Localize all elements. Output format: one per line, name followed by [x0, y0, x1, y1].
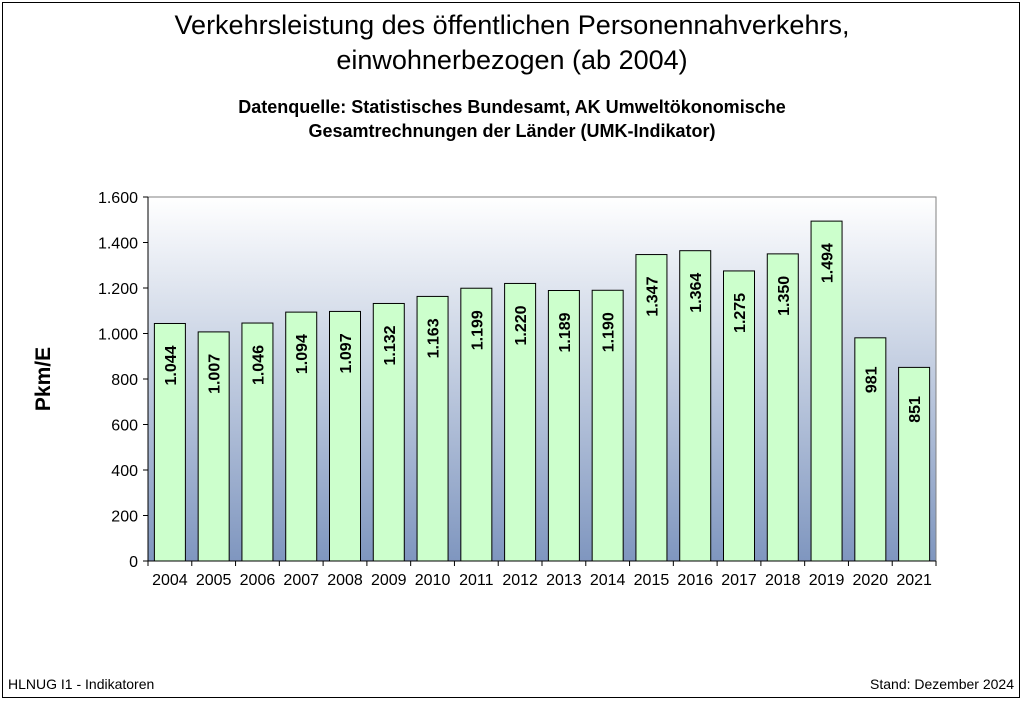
bar-2014 — [591, 289, 624, 562]
footer-date: Stand: Dezember 2024 — [870, 676, 1014, 692]
footer-source: HLNUG I1 - Indikatoren — [8, 676, 155, 692]
subtitle-line-2: Gesamtrechnungen der Länder (UMK-Indikat… — [308, 121, 716, 141]
data-label-2007: 1.094 — [294, 334, 311, 374]
chart-title: Verkehrsleistung des öffentlichen Person… — [0, 8, 1024, 78]
y-tick-label: 1.200 — [98, 281, 138, 298]
bar-2018 — [766, 253, 799, 562]
x-tick-label-2006: 2006 — [240, 572, 276, 589]
x-tick-label-2005: 2005 — [196, 572, 232, 589]
y-tick-label: 200 — [111, 509, 138, 526]
x-tick-label-2004: 2004 — [152, 572, 188, 589]
x-tick-label-2009: 2009 — [371, 572, 407, 589]
data-label-2009: 1.132 — [382, 325, 399, 365]
x-tick-label-2011: 2011 — [459, 572, 494, 589]
y-tick-label: 1.000 — [98, 327, 138, 344]
x-tick-label-2019: 2019 — [809, 572, 845, 589]
data-label-2004: 1.044 — [163, 345, 180, 385]
y-tick-label: 600 — [111, 418, 138, 435]
bar-2004 — [153, 322, 186, 562]
bar-2012 — [504, 282, 537, 562]
y-tick-label: 1.400 — [98, 236, 138, 253]
data-label-2005: 1.007 — [207, 354, 224, 394]
data-label-2014: 1.190 — [601, 312, 618, 352]
x-tick-label-2021: 2021 — [896, 572, 932, 589]
bar-2006 — [241, 322, 274, 562]
y-tick-label: 400 — [111, 463, 138, 480]
x-tick-label-2020: 2020 — [853, 572, 889, 589]
data-label-2016: 1.364 — [688, 273, 705, 313]
data-label-2019: 1.494 — [820, 243, 837, 283]
subtitle-line-1: Datenquelle: Statistisches Bundesamt, AK… — [238, 97, 786, 117]
data-label-2008: 1.097 — [338, 333, 355, 373]
y-axis-title: Pkm/E — [32, 347, 55, 411]
bar-2017 — [723, 270, 755, 562]
x-tick-label-2015: 2015 — [634, 572, 670, 589]
data-label-2006: 1.046 — [250, 345, 267, 385]
x-tick-label-2014: 2014 — [590, 572, 626, 589]
plot-area — [147, 196, 937, 562]
bar-2015 — [635, 254, 668, 562]
data-label-2020: 981 — [863, 366, 880, 393]
data-label-2010: 1.163 — [426, 318, 443, 358]
bar-2005 — [197, 331, 230, 562]
data-label-2011: 1.199 — [469, 310, 486, 350]
x-tick-label-2018: 2018 — [765, 572, 801, 589]
data-label-2015: 1.347 — [644, 276, 661, 316]
x-tick-label-2017: 2017 — [721, 572, 757, 589]
bar-2008 — [329, 310, 361, 562]
bar-2010 — [416, 295, 449, 562]
y-tick-label: 800 — [111, 372, 138, 389]
data-label-2021: 851 — [907, 396, 924, 423]
bar-2019 — [810, 220, 843, 562]
bar-2013 — [547, 290, 580, 562]
x-tick-label-2013: 2013 — [546, 572, 582, 589]
data-label-2013: 1.189 — [557, 312, 574, 352]
chart-subtitle: Datenquelle: Statistisches Bundesamt, AK… — [0, 95, 1024, 143]
x-tick-label-2012: 2012 — [502, 572, 538, 589]
bar-2007 — [285, 311, 318, 562]
bar-2016 — [679, 250, 712, 562]
data-label-2018: 1.350 — [776, 276, 793, 316]
data-label-2012: 1.220 — [513, 305, 530, 345]
bar-2021 — [898, 366, 931, 562]
x-tick-label-2007: 2007 — [283, 572, 319, 589]
bar-2020 — [854, 337, 887, 562]
title-line-2: einwohnerbezogen (ab 2004) — [336, 45, 688, 75]
x-tick-label-2010: 2010 — [415, 572, 451, 589]
title-line-1: Verkehrsleistung des öffentlichen Person… — [174, 10, 850, 40]
x-tick-label-2008: 2008 — [327, 572, 363, 589]
y-tick-label: 1.600 — [98, 190, 138, 207]
x-tick-label-2016: 2016 — [677, 572, 713, 589]
bar-2011 — [460, 287, 493, 562]
y-tick-label: 0 — [129, 554, 138, 571]
data-label-2017: 1.275 — [732, 293, 749, 333]
bar-2009 — [372, 302, 405, 562]
